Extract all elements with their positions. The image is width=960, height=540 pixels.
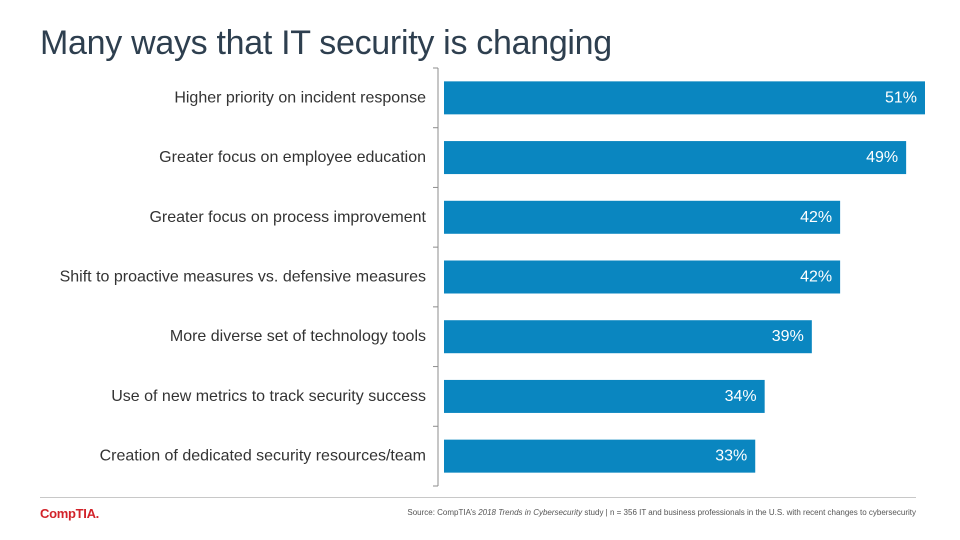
value-label: 49% <box>866 149 898 166</box>
source-study-title: 2018 Trends in Cybersecurity <box>478 508 583 517</box>
category-label: More diverse set of technology tools <box>170 328 426 345</box>
category-label: Creation of dedicated security resources… <box>100 448 426 465</box>
page-title: Many ways that IT security is changing <box>40 24 612 62</box>
value-label: 42% <box>800 209 832 226</box>
category-label: Greater focus on employee education <box>159 149 426 166</box>
bar <box>444 260 841 294</box>
category-label: Shift to proactive measures vs. defensiv… <box>60 269 426 286</box>
value-label: 33% <box>715 448 747 465</box>
source-note: Source: CompTIA’s 2018 Trends in Cyberse… <box>407 508 916 517</box>
bar <box>444 320 812 354</box>
comptia-logo: CompTIA. <box>40 506 99 521</box>
bar <box>444 81 925 115</box>
source-prefix: Source: CompTIA’s <box>407 508 479 517</box>
bar <box>444 439 756 473</box>
category-label: Higher priority on incident response <box>174 89 426 106</box>
bar <box>444 200 841 234</box>
category-label: Use of new metrics to track security suc… <box>111 388 426 405</box>
category-label: Greater focus on process improvement <box>149 209 426 226</box>
value-label: 51% <box>885 89 917 106</box>
source-suffix: study | n = 356 IT and business professi… <box>582 508 916 517</box>
value-label: 34% <box>725 388 757 405</box>
value-label: 42% <box>800 269 832 286</box>
footer-divider <box>40 497 916 498</box>
bar <box>444 379 765 413</box>
bar <box>444 141 907 175</box>
value-label: 39% <box>772 328 804 345</box>
